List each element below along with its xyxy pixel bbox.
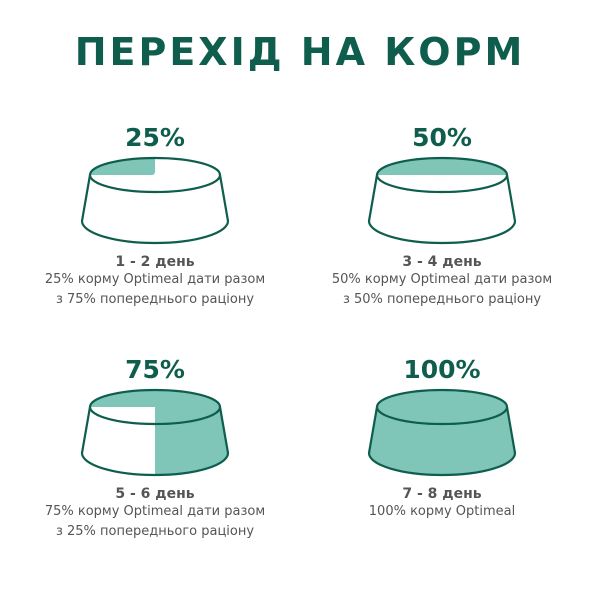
days-label: 5 - 6 день	[115, 486, 195, 502]
food-fill	[377, 158, 507, 175]
step-card: 25% 1 - 2 день 25% корму Optimeal дати р…	[10, 123, 300, 310]
description-line: з 75% попереднього раціону	[55, 292, 255, 307]
percent-label: 100%	[403, 355, 481, 384]
description-line: 50% корму Optimeal дати разом	[331, 272, 553, 287]
bowl-icon	[80, 156, 230, 245]
description-line: 25% корму Optimeal дати разом	[44, 272, 266, 287]
description-line: 75% корму Optimeal дати разом	[44, 504, 266, 519]
bowl-icon	[367, 388, 517, 477]
step-card: 100% 7 - 8 день 100% корму Optimeal	[297, 355, 587, 522]
description-line: з 50% попереднього раціону	[342, 292, 542, 307]
step-card: 50% 3 - 4 день 50% корму Optimeal дати р…	[297, 123, 587, 310]
days-label: 3 - 4 день	[402, 254, 482, 270]
days-label: 7 - 8 день	[402, 486, 482, 502]
percent-label: 75%	[125, 355, 185, 384]
percent-label: 50%	[412, 123, 472, 152]
step-card: 75% 5 - 6 день 75% корму Optimeal дати р…	[10, 355, 300, 542]
days-label: 1 - 2 день	[115, 254, 195, 270]
page-title: ПЕРЕХІД НА КОРМ	[74, 30, 526, 74]
bowl-icon	[80, 388, 230, 477]
description-line: 100% корму Optimeal	[368, 504, 516, 519]
percent-label: 25%	[125, 123, 185, 152]
description-line: з 25% попереднього раціону	[55, 524, 255, 539]
food-fill	[82, 390, 228, 475]
bowl-icon	[367, 156, 517, 245]
